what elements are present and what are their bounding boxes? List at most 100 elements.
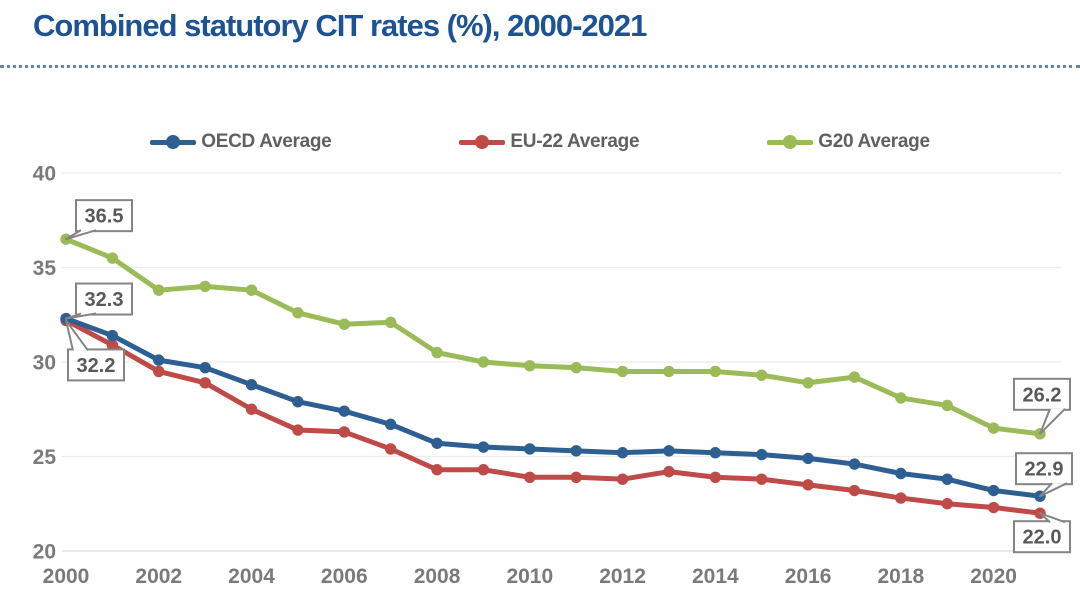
eu-22-average-line xyxy=(63,317,1043,516)
eu-22-average-point-2003 xyxy=(199,377,211,389)
g20-average-point-2013 xyxy=(663,365,675,378)
g20-average-point-2007 xyxy=(384,316,397,329)
g20-average-point-2006 xyxy=(338,318,350,330)
oecd-dot-icon xyxy=(166,135,181,149)
data-label-oecd-average-2000: 32.3 xyxy=(85,289,124,311)
y-tick-label-40: 40 xyxy=(33,163,56,186)
data-label-pointer xyxy=(65,312,97,320)
eu-22-average-point-2012 xyxy=(616,473,629,485)
oecd-average-point-2017 xyxy=(848,458,861,470)
oecd-average-point-2013 xyxy=(663,445,675,457)
oecd-average-point-2003 xyxy=(199,361,211,374)
g20-average-point-2001 xyxy=(106,252,119,264)
x-tick-label-2006: 2006 xyxy=(321,565,368,588)
eu-22-average-point-2010 xyxy=(524,471,536,483)
oecd-average-point-2015 xyxy=(756,448,768,461)
eu-22-average-point-2014 xyxy=(709,471,722,483)
oecd-average-line xyxy=(63,316,1043,499)
y-tick-label-25: 25 xyxy=(33,446,57,469)
data-label-pointer xyxy=(65,319,89,352)
data-label-pointer xyxy=(65,229,97,241)
x-tick-label-2018: 2018 xyxy=(877,565,924,588)
y-tick-label-35: 35 xyxy=(33,257,57,280)
g20-average-line xyxy=(63,236,1043,437)
eu-22-average-point-2017 xyxy=(848,484,861,497)
dotted-separator xyxy=(0,65,1080,68)
eu-22-average-point-2018 xyxy=(895,492,907,504)
oecd-average-point-2014 xyxy=(709,447,722,459)
oecd-line-marker-icon xyxy=(150,135,197,149)
data-label-box-eu-22-average-2021 xyxy=(1013,520,1071,554)
oecd-average-point-2005 xyxy=(292,395,304,408)
eu-22-average-point-2005 xyxy=(292,424,304,436)
g20-average-point-2005 xyxy=(292,307,304,319)
eu-22-average-point-2019 xyxy=(941,498,953,510)
legend-item-oecd-average: OECD Average xyxy=(150,131,332,153)
eu22-dot-icon xyxy=(475,135,490,149)
data-label-g20-average-2000: 36.5 xyxy=(85,206,124,228)
oecd-average-point-2009 xyxy=(477,441,490,453)
x-tick-label-2004: 2004 xyxy=(228,565,275,588)
data-label-box-g20-average-2021 xyxy=(1013,377,1071,411)
eu-22-average-point-2015 xyxy=(756,473,768,485)
g20-dot-icon xyxy=(783,135,798,149)
legend-item-eu22-average: EU-22 Average xyxy=(459,131,640,153)
eu-22-average-point-2016 xyxy=(802,479,814,491)
data-label-eu-22-average-2000: 32.2 xyxy=(77,355,116,377)
eu-22-average-point-2020 xyxy=(987,501,1000,514)
oecd-average-point-2004 xyxy=(245,378,258,391)
oecd-average-point-2001 xyxy=(106,329,119,342)
data-label-oecd-average-2021: 22.9 xyxy=(1025,459,1064,481)
g20-average-point-2004 xyxy=(245,284,258,296)
g20-average-point-2002 xyxy=(153,284,165,296)
g20-average-point-2017 xyxy=(848,371,861,383)
oecd-average-point-2016 xyxy=(802,452,814,465)
legend-label-g20: G20 Average xyxy=(818,131,930,152)
data-label-eu-22-average-2021: 22.0 xyxy=(1023,527,1062,549)
legend-label-oecd: OECD Average xyxy=(201,131,332,152)
g20-line-marker-icon xyxy=(767,135,814,149)
x-tick-label-2002: 2002 xyxy=(135,565,182,588)
x-tick-label-2000: 2000 xyxy=(43,565,90,588)
eu-22-average-point-2004 xyxy=(245,403,258,415)
g20-average-point-2012 xyxy=(616,365,629,378)
data-label-pointer xyxy=(1039,408,1066,435)
x-tick-label-2016: 2016 xyxy=(785,565,832,588)
eu-22-average-point-2008 xyxy=(431,464,443,476)
data-label-g20-average-2021: 26.2 xyxy=(1023,384,1062,406)
data-label-pointer xyxy=(1039,482,1068,498)
oecd-average-point-2019 xyxy=(941,473,953,485)
chart-title: Combined statutory CIT rates (%), 2000-2… xyxy=(33,8,647,43)
g20-average-point-2003 xyxy=(199,280,211,293)
g20-average-point-2008 xyxy=(431,346,443,359)
oecd-average-point-2020 xyxy=(987,484,1000,497)
g20-average-point-2019 xyxy=(941,399,953,412)
data-label-box-oecd-average-2021 xyxy=(1015,452,1073,486)
g20-average-point-2016 xyxy=(802,377,814,389)
y-tick-label-30: 30 xyxy=(33,352,56,375)
data-label-box-oecd-average-2000 xyxy=(75,282,133,316)
g20-average-point-2014 xyxy=(709,365,722,378)
oecd-average-point-2010 xyxy=(524,443,536,455)
oecd-average-point-2008 xyxy=(431,437,443,449)
data-label-box-eu-22-average-2000 xyxy=(67,348,125,382)
oecd-average-point-2012 xyxy=(616,447,629,459)
data-label-pointer xyxy=(1039,512,1066,524)
eu-22-average-point-2006 xyxy=(338,426,350,438)
x-tick-label-2014: 2014 xyxy=(692,565,739,588)
x-tick-label-2012: 2012 xyxy=(599,565,646,588)
legend-item-g20-average: G20 Average xyxy=(767,131,930,153)
eu-22-average-point-2001 xyxy=(106,339,119,351)
g20-average-point-2010 xyxy=(524,360,536,372)
eu-22-average-point-2007 xyxy=(384,443,397,455)
y-tick-label-20: 20 xyxy=(33,541,56,564)
eu-22-average-point-2009 xyxy=(477,464,490,476)
g20-average-point-2015 xyxy=(756,369,768,381)
oecd-average-point-2006 xyxy=(338,405,350,417)
oecd-average-point-2002 xyxy=(153,354,165,366)
g20-average-point-2020 xyxy=(987,422,1000,434)
data-label-box-g20-average-2000 xyxy=(75,199,133,233)
